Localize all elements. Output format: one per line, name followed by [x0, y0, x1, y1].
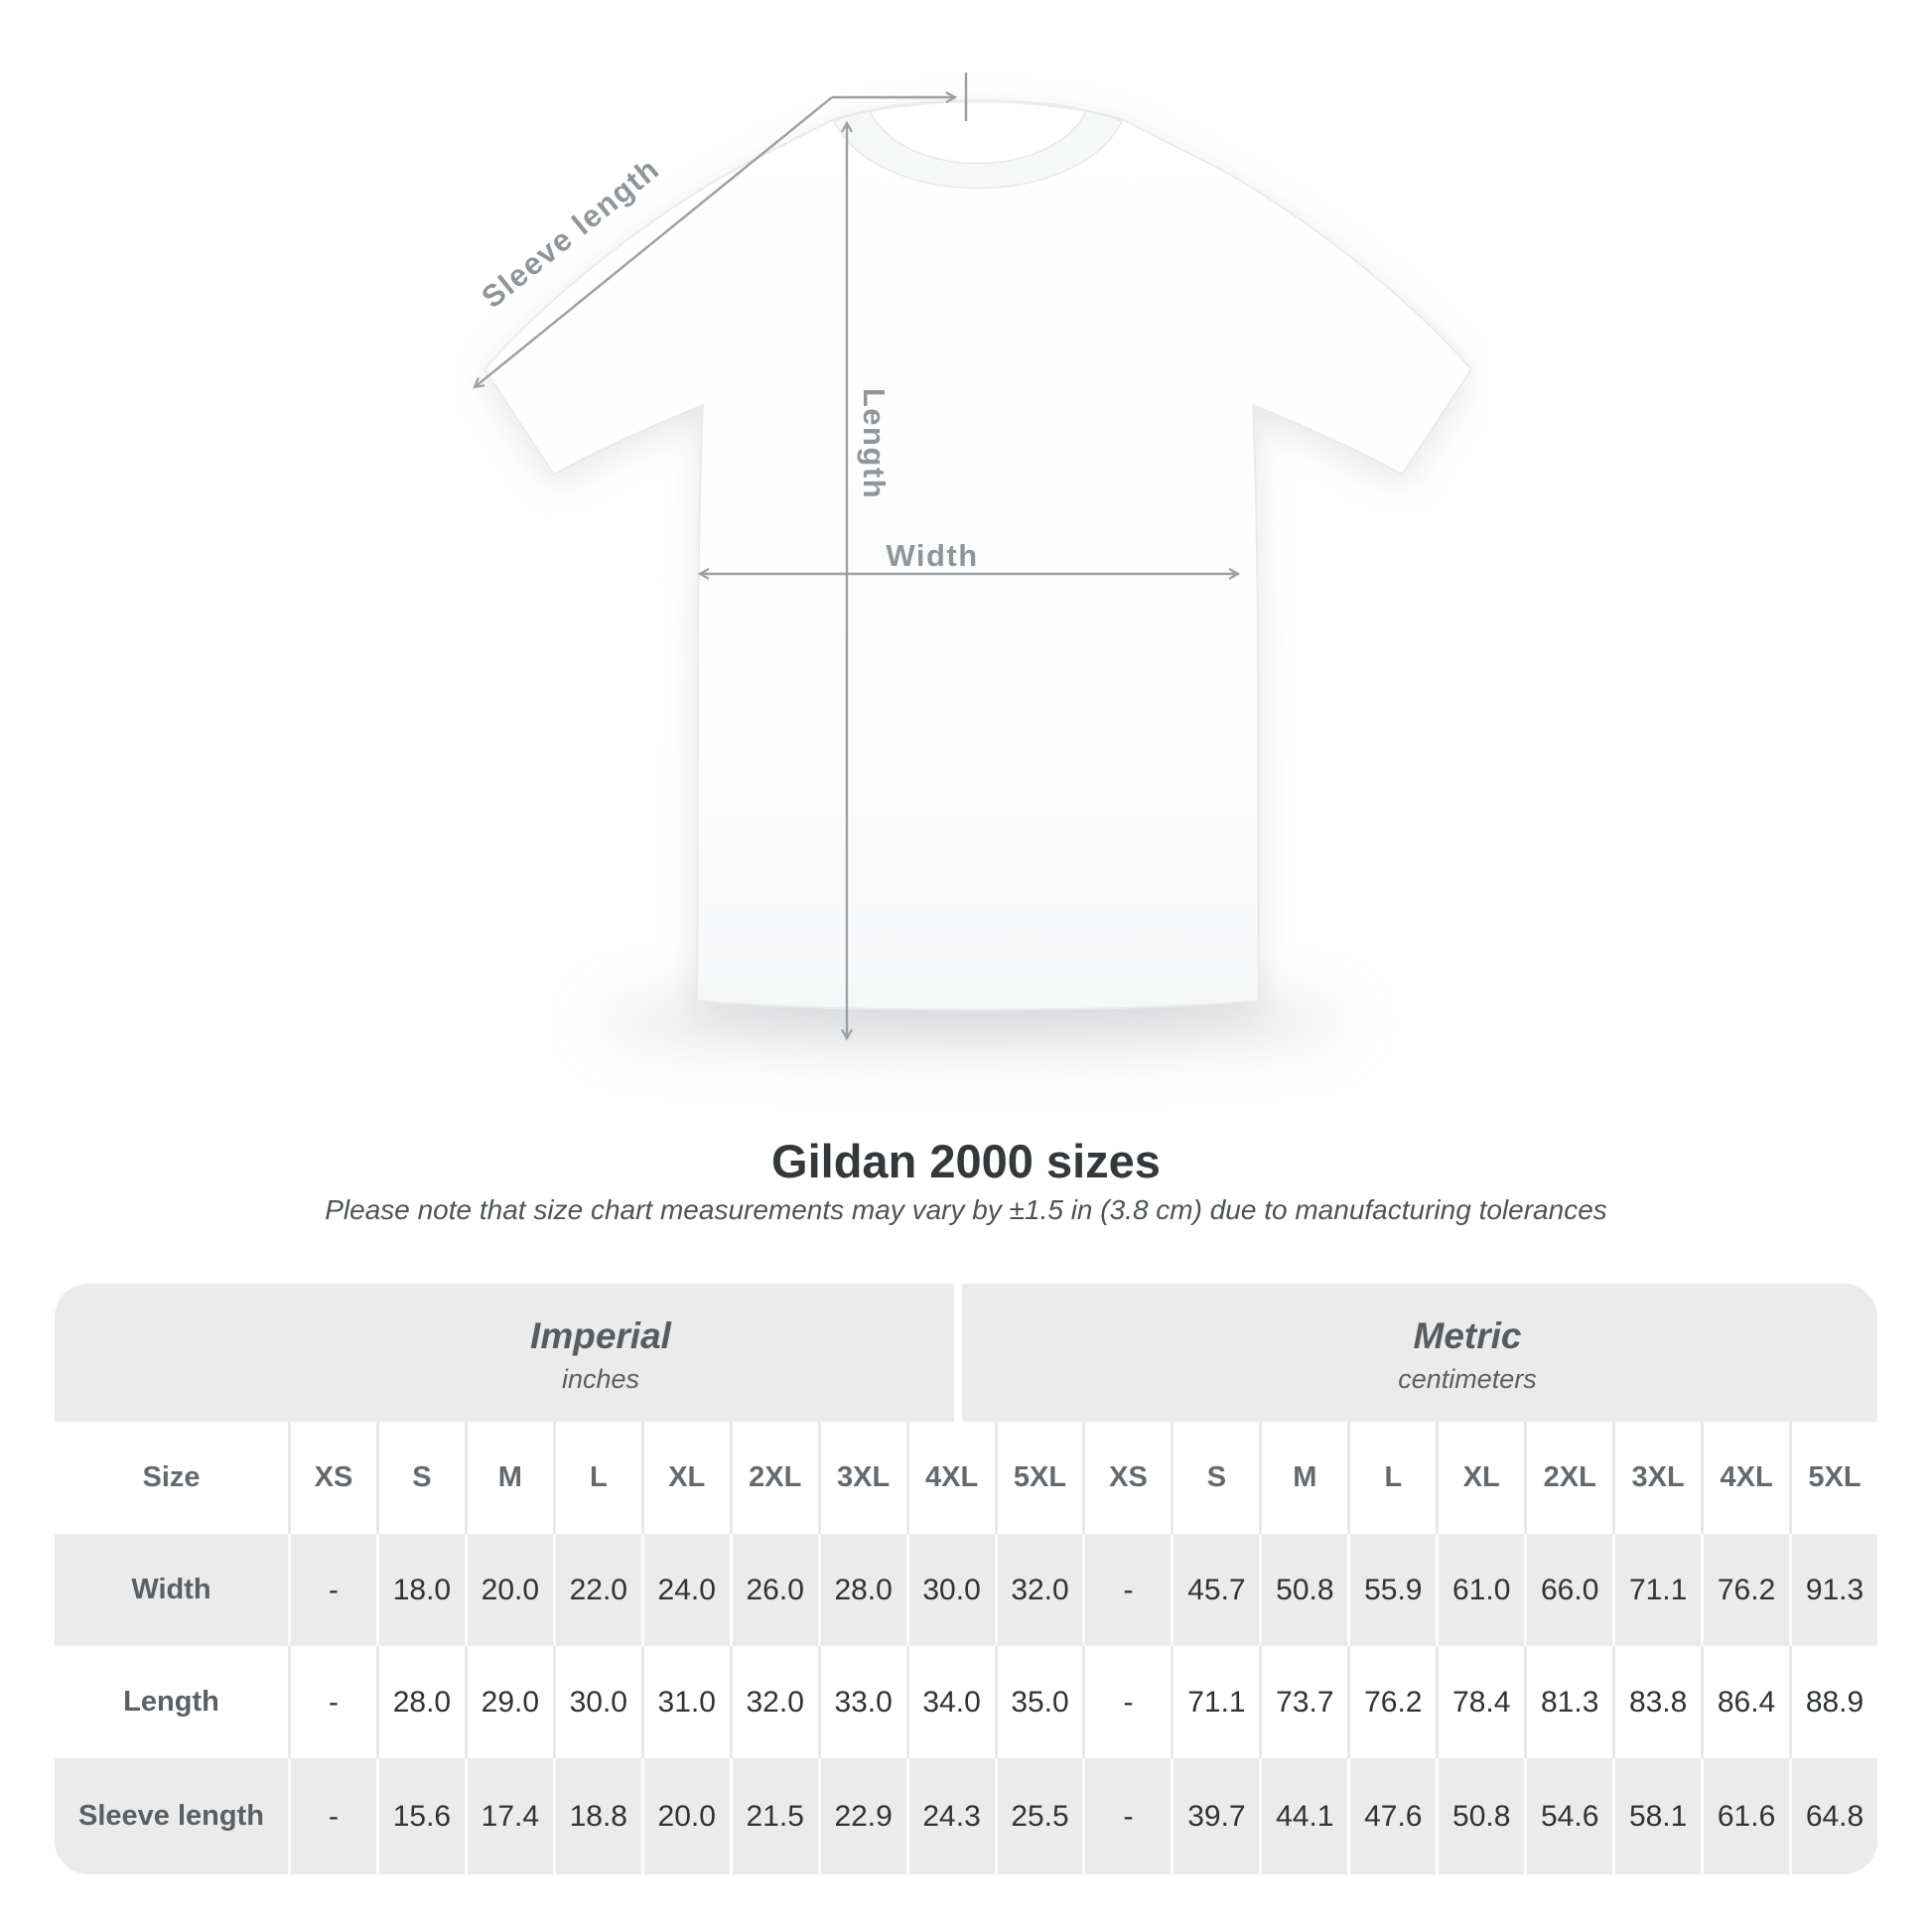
value-cell: 35.0	[994, 1646, 1083, 1758]
value-cell: 29.0	[464, 1646, 553, 1758]
width-label: Width	[886, 538, 979, 573]
size-header-cell: 2XL	[1524, 1422, 1613, 1534]
size-column-header: Size	[55, 1422, 288, 1534]
value-cell: -	[1082, 1646, 1172, 1758]
value-cell: 54.6	[1524, 1758, 1613, 1874]
value-cell: 61.0	[1436, 1534, 1525, 1646]
size-header-cell: 3XL	[1612, 1422, 1702, 1534]
value-cell: 64.8	[1789, 1758, 1877, 1874]
tshirt-graphic	[483, 99, 1473, 1011]
value-cell: 58.1	[1612, 1758, 1702, 1874]
value-cell: 21.5	[729, 1758, 818, 1874]
unit-header-band: Imperial inches Metric centimeters	[55, 1284, 1877, 1422]
value-cell: 24.3	[905, 1758, 995, 1874]
value-cell: 22.0	[552, 1534, 641, 1646]
value-cell: 50.8	[1259, 1534, 1348, 1646]
size-header-cell: 5XL	[1789, 1422, 1877, 1534]
imperial-unit: inches	[561, 1363, 640, 1394]
metric-header: Metric centimeters	[1398, 1284, 1537, 1424]
imperial-title: Imperial	[530, 1314, 671, 1356]
value-cell: -	[1082, 1758, 1172, 1874]
value-cell: 30.0	[552, 1646, 641, 1758]
value-cell: 45.7	[1171, 1534, 1260, 1646]
value-cell: 26.0	[729, 1534, 818, 1646]
size-header-cell: S	[375, 1422, 465, 1534]
metric-title: Metric	[1413, 1314, 1522, 1356]
size-header-cell: XL	[640, 1422, 730, 1534]
size-header-cell: 2XL	[729, 1422, 818, 1534]
value-cell: -	[1082, 1534, 1172, 1646]
value-cell: 76.2	[1347, 1646, 1437, 1758]
size-header-cell: XS	[1082, 1422, 1172, 1534]
row-label: Length	[55, 1646, 288, 1758]
value-cell: 20.0	[464, 1534, 553, 1646]
value-cell: 73.7	[1259, 1646, 1348, 1758]
value-cell: 24.0	[640, 1534, 730, 1646]
value-cell: -	[288, 1758, 376, 1874]
value-cell: 39.7	[1171, 1758, 1260, 1874]
value-cell: 33.0	[817, 1646, 906, 1758]
row-label: Width	[55, 1534, 288, 1646]
size-header-cell: M	[1259, 1422, 1348, 1534]
value-cell: 20.0	[640, 1758, 730, 1874]
size-header-cell: 4XL	[1701, 1422, 1790, 1534]
value-cell: 86.4	[1701, 1646, 1790, 1758]
value-cell: 18.0	[375, 1534, 465, 1646]
tshirt-photo	[483, 99, 1473, 1050]
value-cell: 47.6	[1347, 1758, 1437, 1874]
value-cell: 44.1	[1259, 1758, 1348, 1874]
value-cell: 31.0	[640, 1646, 730, 1758]
size-header-cell: L	[1347, 1422, 1437, 1534]
size-header-cell: S	[1171, 1422, 1260, 1534]
value-cell: 28.0	[817, 1534, 906, 1646]
value-cell: 22.9	[817, 1758, 906, 1874]
metric-unit: centimeters	[1398, 1363, 1537, 1394]
value-cell: 18.8	[552, 1758, 641, 1874]
value-cell: 32.0	[994, 1534, 1083, 1646]
value-cell: 15.6	[375, 1758, 465, 1874]
sleeve-length-dimension-line	[473, 96, 833, 389]
value-cell: 55.9	[1347, 1534, 1437, 1646]
size-table-grid: Size XS S M L XL 2XL 3XL 4XL 5XL XS S M L XL 2XL 3XL 4XL 5…	[55, 1422, 1877, 1874]
value-cell: 17.4	[464, 1758, 553, 1874]
size-header-cell: 4XL	[905, 1422, 995, 1534]
value-cell: 32.0	[729, 1646, 818, 1758]
metric-header-block	[962, 1284, 1877, 1422]
value-cell: -	[288, 1646, 376, 1758]
size-header-cell: 5XL	[994, 1422, 1083, 1534]
imperial-header-block	[55, 1284, 954, 1422]
value-cell: 71.1	[1171, 1646, 1260, 1758]
value-cell: 91.3	[1789, 1534, 1877, 1646]
value-cell: 61.6	[1701, 1758, 1790, 1874]
tolerance-note: Please note that size chart measurements…	[325, 1194, 1607, 1225]
value-cell: 81.3	[1524, 1646, 1613, 1758]
measurement-lines	[473, 72, 1241, 1041]
row-label: Sleeve length	[55, 1758, 288, 1874]
size-header-cell: L	[552, 1422, 641, 1534]
value-cell: 66.0	[1524, 1534, 1613, 1646]
value-cell: 25.5	[994, 1758, 1083, 1874]
value-cell: 78.4	[1436, 1646, 1525, 1758]
size-header-cell: M	[464, 1422, 553, 1534]
value-cell: 83.8	[1612, 1646, 1702, 1758]
imperial-header: Imperial inches	[530, 1284, 671, 1424]
value-cell: 28.0	[375, 1646, 465, 1758]
value-cell: 71.1	[1612, 1534, 1702, 1646]
size-header-cell: XL	[1436, 1422, 1525, 1534]
length-label: Length	[857, 387, 892, 500]
value-cell: -	[288, 1534, 376, 1646]
page-title: Gildan 2000 sizes	[771, 1135, 1161, 1187]
value-cell: 30.0	[905, 1534, 995, 1646]
value-cell: 50.8	[1436, 1758, 1525, 1874]
size-table: Imperial inches Metric centimeters Size X…	[55, 1284, 1877, 1874]
tshirt-body	[483, 99, 1473, 1011]
value-cell: 34.0	[905, 1646, 995, 1758]
size-header-cell: XS	[288, 1422, 376, 1534]
value-cell: 88.9	[1789, 1646, 1877, 1758]
value-cell: 76.2	[1701, 1534, 1790, 1646]
size-header-cell: 3XL	[817, 1422, 906, 1534]
tshirt-backneck-seam	[869, 99, 1087, 113]
